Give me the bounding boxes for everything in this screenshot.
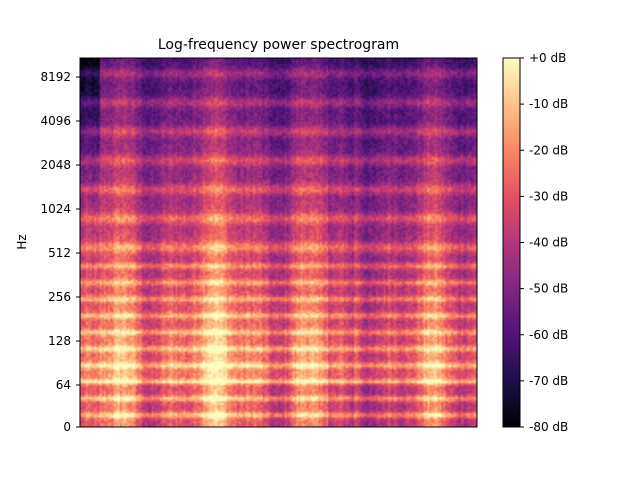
y-tick-label: 512 (48, 246, 71, 260)
y-tick-label: 8192 (40, 70, 71, 84)
y-tick-label: 1024 (40, 202, 71, 216)
colorbar-axis: +0 dB -10 dB -20 dB -30 dB -40 dB -50 dB -60 d… (520, 51, 568, 434)
colorbar-tick-label: -20 dB (529, 143, 568, 157)
y-tick-label: 64 (56, 378, 71, 392)
y-axis-label: Hz (15, 234, 29, 249)
plot-frame (79, 57, 478, 428)
y-tick-label: 2048 (40, 158, 71, 172)
y-tick-label: 4096 (40, 114, 71, 128)
colorbar-tick-label: -80 dB (529, 420, 568, 434)
y-tick-label: 0 (63, 420, 71, 434)
colorbar-tick-label: -70 dB (529, 374, 568, 388)
spectrogram-plot (79, 57, 478, 428)
y-tick-label: 128 (48, 334, 71, 348)
colorbar-tick-label: -30 dB (529, 189, 568, 203)
colorbar-tick-label: -60 dB (529, 328, 568, 342)
colorbar-tick-label: +0 dB (529, 51, 566, 65)
colorbar-tick-label: -50 dB (529, 282, 568, 296)
colorbar-gradient (502, 57, 521, 428)
chart-title: Log-frequency power spectrogram (158, 37, 399, 53)
colorbar-tick-label: -40 dB (529, 236, 568, 250)
colorbar (502, 57, 521, 428)
spectrogram-heatmap (80, 58, 477, 427)
y-axis: 0 64 128 256 512 1024 2048 4096 8192 (40, 70, 80, 434)
colorbar-tick-label: -10 dB (529, 97, 568, 111)
y-tick-label: 256 (48, 290, 71, 304)
